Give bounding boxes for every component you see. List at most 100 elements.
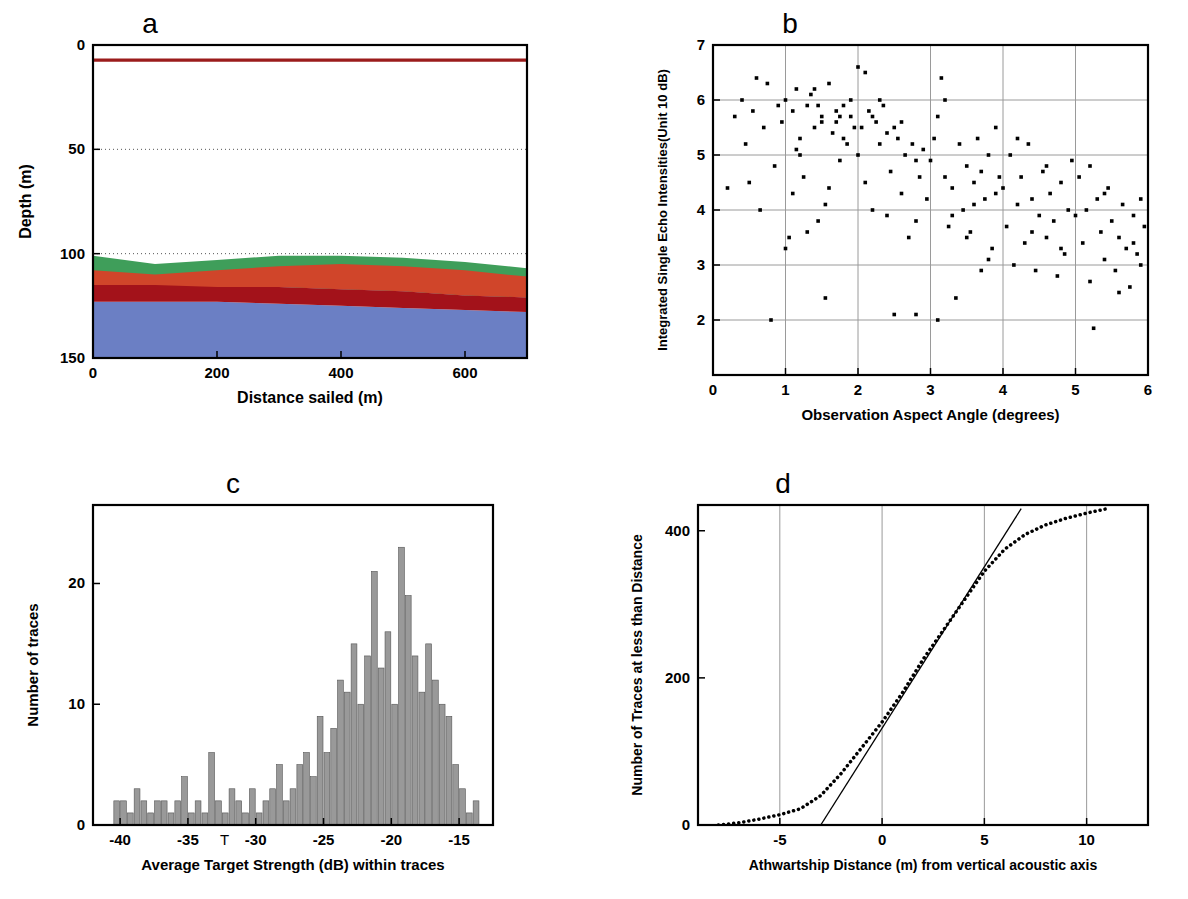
point [784,98,788,102]
point [1008,153,1012,157]
point [1128,285,1132,289]
point [1056,274,1060,278]
point [1041,170,1045,174]
point [932,137,936,141]
tick-label: 400 [665,522,690,539]
point [885,214,889,218]
point [795,148,799,152]
grid-line [1086,505,1087,825]
bar [243,813,249,825]
axis-title: Average Target Strength (dB) within trac… [141,856,444,873]
point [976,137,980,141]
point [943,98,947,102]
point [726,186,730,190]
bar [460,789,466,825]
tick [698,824,705,826]
tick-label: 5 [697,146,705,163]
point [787,236,791,240]
tick-label: 2 [854,381,862,398]
point [947,225,951,229]
point [1030,230,1034,234]
bar [216,801,222,825]
tick [712,368,714,375]
panel-letter: a [142,8,158,39]
point [1016,203,1020,207]
point [1037,214,1041,218]
tick [713,154,720,156]
point [979,269,983,273]
tick-label: 4 [999,381,1008,398]
tick [187,818,189,825]
point [776,104,780,108]
point [914,313,918,317]
tick-label: 1 [781,381,789,398]
frame [698,505,1148,825]
point [751,109,755,113]
bar [155,801,161,825]
bar [297,765,303,825]
tick-label: 5 [1071,381,1079,398]
bar [168,813,174,825]
point [925,197,929,201]
bar [405,596,411,825]
tick [713,209,720,211]
point [784,247,788,251]
point [798,137,802,141]
bar [453,765,459,825]
point [871,115,875,119]
point [1110,219,1114,223]
point [853,126,857,130]
point [972,203,976,207]
bar [121,801,127,825]
point [842,104,846,108]
bar [202,813,208,825]
point [1124,247,1128,251]
tick-label: 20 [68,574,85,591]
tick-label: 7 [697,36,705,53]
point [1139,197,1143,201]
point [834,109,838,113]
plot-area [93,505,493,825]
point [889,170,893,174]
tick-label: 6 [1144,381,1152,398]
grid-line [713,320,1148,321]
tick-label: -35 [177,831,199,848]
bar [432,680,438,825]
bar [236,801,242,825]
data-group [93,59,527,358]
point [965,236,969,240]
point [874,120,878,124]
point [1117,291,1121,295]
point [871,208,875,212]
tick-label: 6 [697,91,705,108]
bar [222,813,228,825]
point [892,126,896,130]
point [1081,241,1085,245]
tick [984,818,986,825]
bar [385,632,391,825]
bar [324,753,330,825]
bar [141,801,147,825]
point [1048,192,1052,196]
bar [263,801,269,825]
tick [713,44,720,46]
point [1077,175,1081,179]
tick [93,44,100,46]
point [998,175,1002,179]
tick-label: 2 [697,311,705,328]
grid-line [779,505,780,825]
point [1088,164,1092,168]
point [1005,225,1009,229]
line [718,509,1107,825]
tick-label: 200 [204,364,229,381]
annotation: T [220,831,229,848]
bar [351,644,357,825]
panel-letter: c [226,468,240,499]
panel: 0200400600050100150Distance sailed (m)De… [17,8,527,406]
bar [229,789,235,825]
tick [93,583,100,585]
grid-line [713,100,1148,101]
data-group [718,509,1107,825]
point [744,142,748,146]
point [849,98,853,102]
